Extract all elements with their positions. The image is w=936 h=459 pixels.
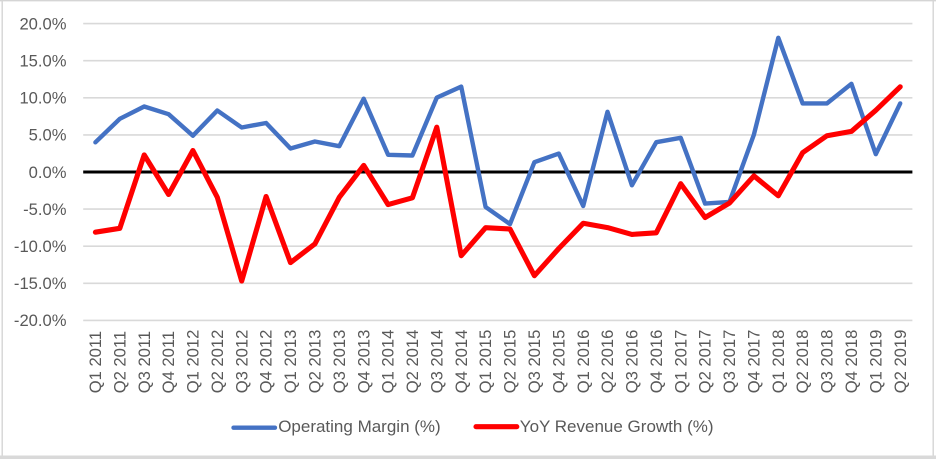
svg-text:Q1 2019: Q1 2019 xyxy=(866,330,885,394)
svg-text:-20.0%: -20.0% xyxy=(14,311,67,330)
svg-text:Q4 2016: Q4 2016 xyxy=(647,330,666,394)
svg-text:Q2 2015: Q2 2015 xyxy=(501,330,520,394)
svg-text:Q3 2012: Q3 2012 xyxy=(232,330,251,394)
svg-text:Q3 2011: Q3 2011 xyxy=(135,331,154,393)
svg-text:15.0%: 15.0% xyxy=(19,52,66,71)
svg-text:20.0%: 20.0% xyxy=(19,14,66,33)
svg-text:-10.0%: -10.0% xyxy=(14,237,67,256)
svg-text:Q4 2017: Q4 2017 xyxy=(745,330,764,394)
svg-text:0.0%: 0.0% xyxy=(29,163,67,182)
svg-text:Operating Margin (%): Operating Margin (%) xyxy=(278,417,441,436)
svg-text:Q4 2012: Q4 2012 xyxy=(257,330,276,394)
svg-text:Q1 2015: Q1 2015 xyxy=(476,330,495,394)
svg-text:Q1 2012: Q1 2012 xyxy=(184,330,203,394)
svg-text:Q2 2018: Q2 2018 xyxy=(793,330,812,394)
svg-text:Q4 2011: Q4 2011 xyxy=(159,331,178,393)
svg-text:Q4 2015: Q4 2015 xyxy=(549,330,568,394)
svg-text:Q2 2013: Q2 2013 xyxy=(306,330,325,394)
svg-text:Q1 2018: Q1 2018 xyxy=(769,330,788,394)
svg-text:Q3 2013: Q3 2013 xyxy=(330,330,349,394)
svg-text:Q3 2016: Q3 2016 xyxy=(623,330,642,394)
svg-text:Q4 2018: Q4 2018 xyxy=(842,330,861,394)
svg-text:Q2 2017: Q2 2017 xyxy=(696,330,715,394)
svg-text:-5.0%: -5.0% xyxy=(23,200,67,219)
svg-text:10.0%: 10.0% xyxy=(19,89,66,108)
svg-text:Q1 2013: Q1 2013 xyxy=(281,330,300,394)
svg-text:Q2 2019: Q2 2019 xyxy=(891,330,910,394)
svg-text:Q3 2017: Q3 2017 xyxy=(720,330,739,394)
svg-text:5.0%: 5.0% xyxy=(29,126,67,145)
svg-text:Q1 2017: Q1 2017 xyxy=(671,330,690,394)
svg-text:Q1 2016: Q1 2016 xyxy=(574,330,593,394)
svg-text:-15.0%: -15.0% xyxy=(14,274,67,293)
svg-text:Q3 2014: Q3 2014 xyxy=(427,330,446,394)
svg-text:YoY Revenue Growth (%): YoY Revenue Growth (%) xyxy=(520,417,714,436)
svg-text:Q1 2011: Q1 2011 xyxy=(86,331,105,393)
svg-text:Q4 2013: Q4 2013 xyxy=(354,330,373,394)
svg-text:Q2 2014: Q2 2014 xyxy=(403,330,422,394)
svg-text:Q2 2011: Q2 2011 xyxy=(110,331,129,393)
svg-text:Q3 2018: Q3 2018 xyxy=(818,330,837,394)
svg-text:Q1 2014: Q1 2014 xyxy=(379,330,398,394)
svg-text:Q2 2012: Q2 2012 xyxy=(208,330,227,394)
svg-text:Q4 2014: Q4 2014 xyxy=(452,330,471,394)
svg-text:Q3 2015: Q3 2015 xyxy=(525,330,544,394)
svg-text:Q2 2016: Q2 2016 xyxy=(598,330,617,394)
